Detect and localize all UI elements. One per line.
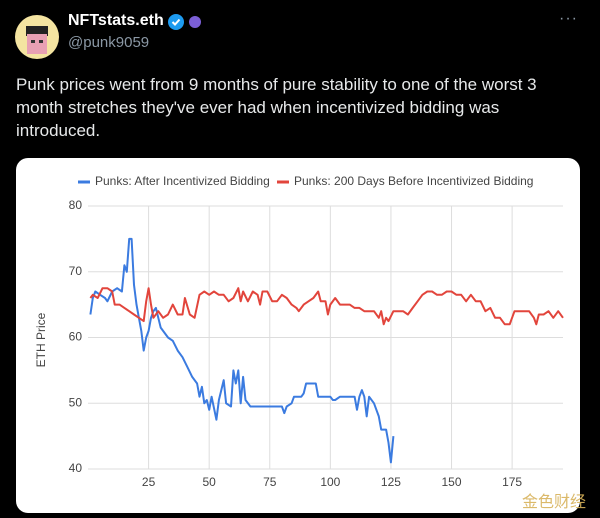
y-tick-label: 50 — [69, 395, 83, 409]
tweet-text: Punk prices went from 9 months of pure s… — [16, 75, 537, 140]
x-tick-label: 75 — [263, 475, 277, 489]
y-tick-label: 70 — [69, 264, 83, 278]
avatar-hat — [26, 26, 48, 36]
legend-label: Punks: 200 Days Before Incentivized Bidd… — [294, 174, 533, 188]
y-tick-label: 80 — [69, 198, 83, 212]
series-line — [89, 237, 395, 464]
avatar[interactable] — [12, 12, 62, 62]
x-tick-label: 125 — [381, 475, 401, 489]
x-tick-label: 150 — [442, 475, 462, 489]
x-tick-label: 50 — [202, 475, 216, 489]
more-button[interactable]: ··· — [559, 10, 578, 27]
avatar-eye — [31, 40, 35, 43]
legend-label: Punks: After Incentivized Bidding — [95, 174, 270, 188]
watermark: 金色财经 — [521, 492, 586, 511]
badges — [168, 14, 201, 30]
x-tick-label: 25 — [142, 475, 156, 489]
user-name[interactable]: NFTstats.eth — [68, 12, 164, 29]
x-tick-label: 100 — [320, 475, 340, 489]
avatar-face — [27, 34, 47, 54]
chart: ETH Price 40 50 60 70 80 25 50 75 100 125 150 175 Pu… — [16, 158, 580, 513]
y-tick-label: 40 — [69, 461, 83, 475]
chart-card — [16, 158, 580, 513]
series-line — [89, 287, 564, 326]
x-tick-label: 175 — [502, 475, 522, 489]
verified-check — [171, 18, 181, 26]
y-axis-label: ETH Price — [34, 312, 48, 367]
user-handle[interactable]: @punk9059 — [68, 34, 150, 51]
avatar-eye — [39, 40, 43, 43]
y-tick-label: 60 — [69, 330, 83, 344]
affiliate-badge — [189, 16, 201, 28]
